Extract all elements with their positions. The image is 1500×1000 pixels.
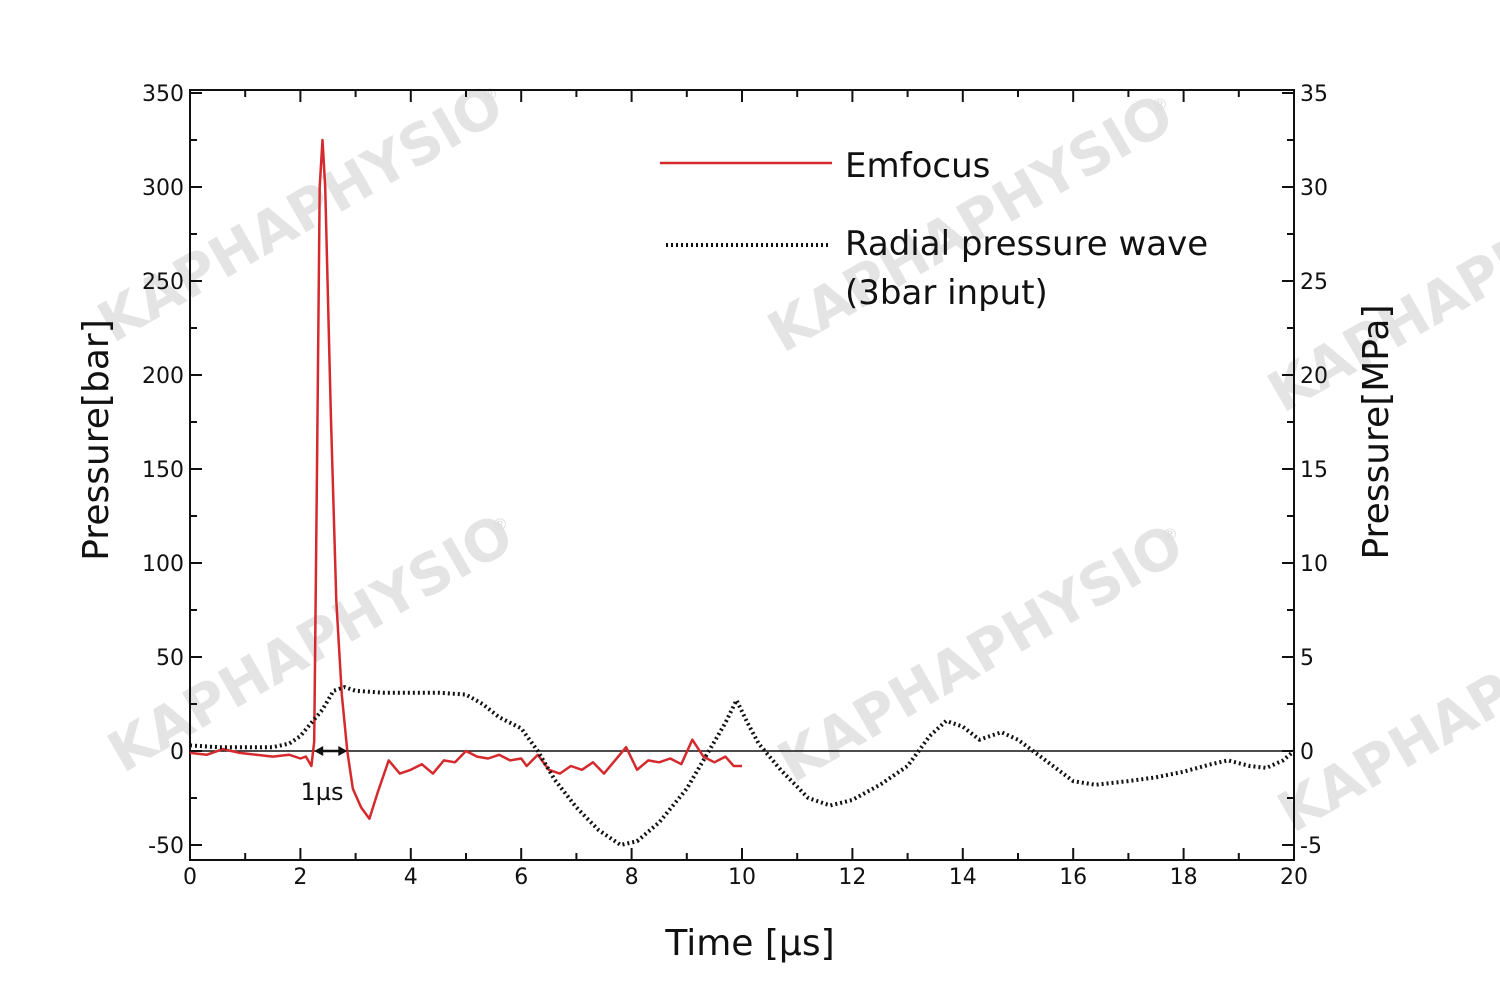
y-right-tick-label: 10 [1300,552,1328,577]
y-right-tick-label: 35 [1300,82,1328,107]
y-right-tick-label: 0 [1300,740,1314,765]
watermark-registered-mark: ® [492,515,508,534]
watermark-text: KAPHAPHYSIO [97,502,524,786]
duration-label: 1µs [300,778,343,806]
series-line-radial-pressure-wave [189,685,1296,847]
x-tick-label: 18 [1170,865,1198,890]
legend-label-radial-line1: Radial pressure wave [845,224,1208,264]
y-left-tick-label: 300 [142,176,184,201]
x-tick-label: 10 [728,865,756,890]
watermark-text: KAPHAPHYSIO [1267,562,1500,846]
y-left-tick-label: 50 [156,646,184,671]
x-tick-label: 4 [404,865,418,890]
y-right-tick-label: 20 [1300,364,1328,389]
legend-label-emfocus: Emfocus [845,146,990,186]
watermark-layer: KAPHAPHYSIO® KAPHAPHYSIO®KAPHAPHYSIO® KAPH… [87,72,1500,846]
x-tick-label: 6 [514,865,528,890]
x-tick-label: 0 [183,865,197,890]
x-tick-label: 20 [1280,865,1308,890]
y-left-tick-label: -50 [148,834,184,859]
y-axis-title-left: Pressure[bar] [76,319,117,561]
x-tick-label: 16 [1059,865,1087,890]
series-layer [189,138,1296,847]
x-axis-title: Time [µs] [664,923,834,964]
duration-arrowhead-right [338,746,348,756]
axis-ticks: 0 2 4 6 8 10 12 14 16 18 20-5005010015020025030035… [142,82,1328,890]
duration-annotation: 1µs [300,746,348,806]
watermark-registered-mark: ® [1152,95,1168,114]
watermark-registered-mark: ® [482,85,498,104]
watermark-registered-mark: ® [1162,525,1178,544]
y-right-tick-label: 25 [1300,270,1328,295]
watermark-text: KAPHAPHYSIO [767,512,1194,796]
legend: Emfocus Radial pressure wave (3bar input… [660,146,1208,313]
y-left-tick-label: 200 [142,364,184,389]
y-right-tick-label: -5 [1300,834,1322,859]
y-left-tick-label: 150 [142,458,184,483]
x-tick-label: 2 [293,865,307,890]
x-tick-label: 8 [625,865,639,890]
watermark-text: KAPHAPHYSIO [87,72,514,356]
y-right-tick-label: 15 [1300,458,1328,483]
series-line-emfocus [189,138,742,820]
legend-label-radial-line2: (3bar input) [845,273,1048,313]
y-left-tick-label: 100 [142,552,184,577]
x-tick-label: 12 [838,865,866,890]
duration-arrowhead-left [314,746,324,756]
y-axis-title-right: Pressure[MPa] [1356,304,1397,559]
y-left-tick-label: 250 [142,270,184,295]
y-right-tick-label: 30 [1300,176,1328,201]
y-left-tick-label: 0 [170,740,184,765]
y-left-tick-label: 350 [142,82,184,107]
y-right-tick-label: 5 [1300,646,1314,671]
x-tick-label: 14 [949,865,977,890]
